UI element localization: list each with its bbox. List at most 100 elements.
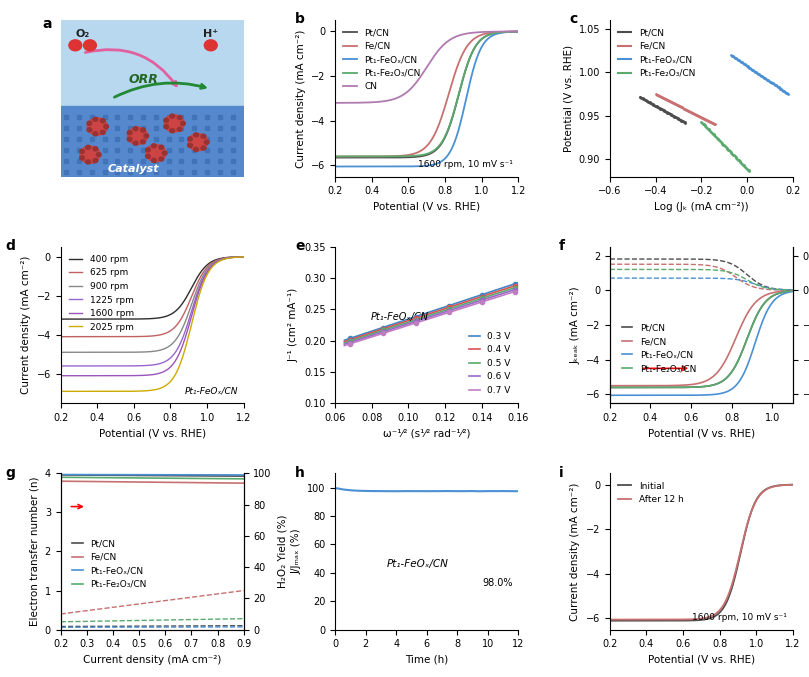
Circle shape [201,134,205,138]
Line: 0.3 V: 0.3 V [345,282,522,341]
Circle shape [151,158,156,162]
Pt₁-FeOₓ/CN [468,66,478,74]
1600 rpm [239,253,248,261]
Fe/CN [91,477,100,485]
Y-axis label: Jₖₑₐₖ (mA cm⁻²): Jₖₑₐₖ (mA cm⁻²) [570,286,580,364]
Legend: Initial, After 12 h: Initial, After 12 h [614,478,687,508]
Line: 625 rpm: 625 rpm [61,257,244,336]
Initial [688,616,697,624]
Fe/CN [788,286,798,294]
Pt/CN [91,471,100,479]
Circle shape [146,148,150,152]
Line: 400 rpm: 400 rpm [61,257,244,319]
Fe/CN [605,382,615,390]
Pt₁-FeOₓ/CN [438,156,448,165]
Pt/CN [150,471,160,479]
After 12 h [727,580,737,588]
0.7 V [497,292,506,300]
625 rpm [178,311,188,320]
Fe/CN [693,379,703,387]
1600 rpm [103,372,112,380]
2025 rpm [103,387,112,395]
Pt₁-FeOₓ/CN [714,390,723,398]
0.4 V [340,338,349,346]
Fe/CN [99,477,108,485]
0.3 V [497,284,506,292]
0.4 V [461,298,471,306]
1600 rpm [193,288,203,297]
Circle shape [80,146,100,163]
Legend: 0.3 V, 0.4 V, 0.5 V, 0.6 V, 0.7 V: 0.3 V, 0.4 V, 0.5 V, 0.6 V, 0.7 V [465,328,514,399]
625 rpm [88,332,98,341]
Pt₁-FeOₓ/CN [99,471,108,479]
Text: b: b [295,12,305,26]
Circle shape [188,133,208,151]
0.3 V [461,296,471,304]
Circle shape [100,118,105,123]
0.5 V [418,313,428,322]
Pt/CN [224,472,234,480]
Pt₁-FeOₓ/CN [56,471,66,479]
Legend: Pt/CN, Fe/CN, Pt₁-FeOₓ/CN, Pt₁-Fe₂O₃/CN: Pt/CN, Fe/CN, Pt₁-FeOₓ/CN, Pt₁-Fe₂O₃/CN [614,25,699,82]
Circle shape [93,117,98,121]
Circle shape [205,40,217,51]
1225 rpm [178,333,188,341]
Fe/CN [692,380,701,388]
2025 rpm [56,387,66,395]
0.4 V [497,286,506,294]
Line: Pt/CN: Pt/CN [61,475,244,476]
Text: Pt₁-FeOₓ/CN: Pt₁-FeOₓ/CN [184,387,238,395]
Text: h: h [295,466,305,479]
Fe/CN [165,478,175,486]
Y-axis label: Potential (V vs. RHE): Potential (V vs. RHE) [563,45,573,152]
0.4 V [418,311,428,320]
Circle shape [93,132,98,136]
Text: 1600 rpm, 10 mV s⁻¹: 1600 rpm, 10 mV s⁻¹ [693,613,787,621]
Text: 98.0%: 98.0% [482,577,513,588]
Line: 0.5 V: 0.5 V [345,285,522,343]
Text: Catalyst: Catalyst [108,164,159,174]
400 rpm [103,315,112,323]
Fe/CN [784,287,794,295]
Pt₁-FeOₓ/CN [230,471,239,479]
Fe/CN [714,367,723,375]
CN [452,32,462,40]
CN [378,97,388,106]
Circle shape [164,115,184,132]
Circle shape [144,134,149,138]
Circle shape [193,133,198,137]
Line: 2025 rpm: 2025 rpm [61,257,244,391]
Line: Initial: Initial [610,485,793,621]
Pt₁-FeOₓ/CN [91,471,100,479]
0.6 V [340,341,349,349]
Initial [788,481,798,489]
Circle shape [177,127,182,131]
Initial [743,519,752,527]
900 rpm [178,323,188,331]
625 rpm [103,332,112,341]
0.6 V [461,301,471,309]
Pt/CN [692,383,701,391]
Initial [727,584,737,592]
Circle shape [79,156,84,160]
2025 rpm [163,379,173,387]
Pt₁-Fe₂O₃/CN [165,474,175,482]
400 rpm [56,315,66,323]
Fe/CN [755,294,765,303]
Circle shape [180,121,185,125]
CN [413,76,423,84]
After 12 h [788,481,798,489]
Pt/CN [378,154,388,162]
2025 rpm [193,293,203,301]
0.3 V [445,301,455,309]
After 12 h [605,615,615,624]
Line: Fe/CN: Fe/CN [335,32,519,156]
1225 rpm [138,362,148,370]
Pt/CN [438,137,448,145]
0.5 V [445,305,455,313]
900 rpm [103,348,112,356]
0.4 V [454,300,464,308]
0.4 V [517,280,527,288]
CN [468,28,478,37]
Line: Pt₁-FeOₓ/CN: Pt₁-FeOₓ/CN [610,292,793,395]
